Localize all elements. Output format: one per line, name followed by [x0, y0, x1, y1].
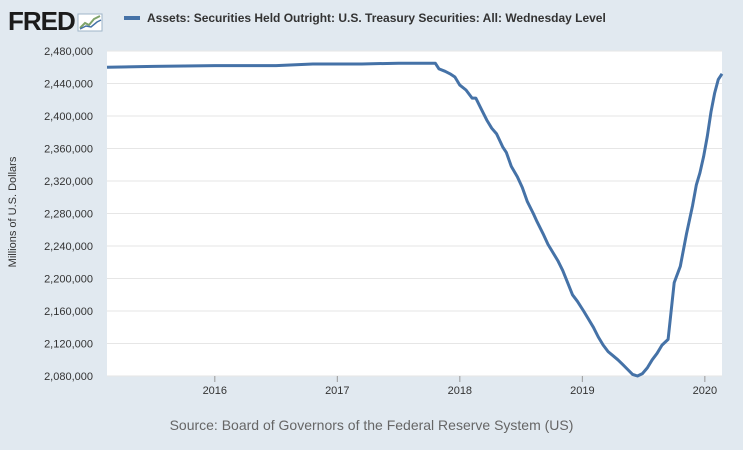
- y-tick-label: 2,120,000: [44, 339, 93, 351]
- x-tick-label: 2019: [570, 385, 594, 397]
- source-note: Source: Board of Governors of the Federa…: [169, 417, 574, 433]
- y-tick-label: 2,200,000: [44, 274, 93, 286]
- y-tick-label: 2,160,000: [44, 306, 93, 318]
- y-axis-ticks: 2,080,000 2,120,000 2,160,000 2,200,000 2,24…: [44, 46, 93, 383]
- y-tick-label: 2,480,000: [44, 46, 93, 58]
- y-tick-label: 2,280,000: [44, 209, 93, 221]
- y-tick-label: 2,240,000: [44, 241, 93, 253]
- y-tick-label: 2,320,000: [44, 176, 93, 188]
- legend-series-swatch: [124, 16, 140, 20]
- fred-logo-text: FRED: [8, 6, 76, 36]
- gridlines: [107, 50, 722, 377]
- fred-graph-icon: [77, 13, 103, 31]
- series-line[interactable]: [106, 61, 724, 378]
- y-tick-label: 2,080,000: [44, 371, 93, 383]
- x-tick-label: 2017: [325, 385, 349, 397]
- fred-logo[interactable]: FRED: [8, 6, 105, 37]
- series-group: [106, 61, 724, 378]
- x-tick-label: 2018: [448, 385, 472, 397]
- x-tick-label: 2016: [203, 385, 227, 397]
- x-axis-ticks: 2016 2017 2018 2019 2020: [203, 376, 717, 397]
- y-tick-label: 2,360,000: [44, 144, 93, 156]
- legend-series-label: Assets: Securities Held Outright: U.S. T…: [147, 11, 606, 25]
- chart-legend[interactable]: Assets: Securities Held Outright: U.S. T…: [124, 11, 606, 25]
- y-tick-label: 2,400,000: [44, 111, 93, 123]
- y-tick-label: 2,440,000: [44, 79, 93, 91]
- x-tick-label: 2020: [693, 385, 717, 397]
- line-chart[interactable]: 2,080,000 2,120,000 2,160,000 2,200,000 2,24…: [0, 0, 743, 410]
